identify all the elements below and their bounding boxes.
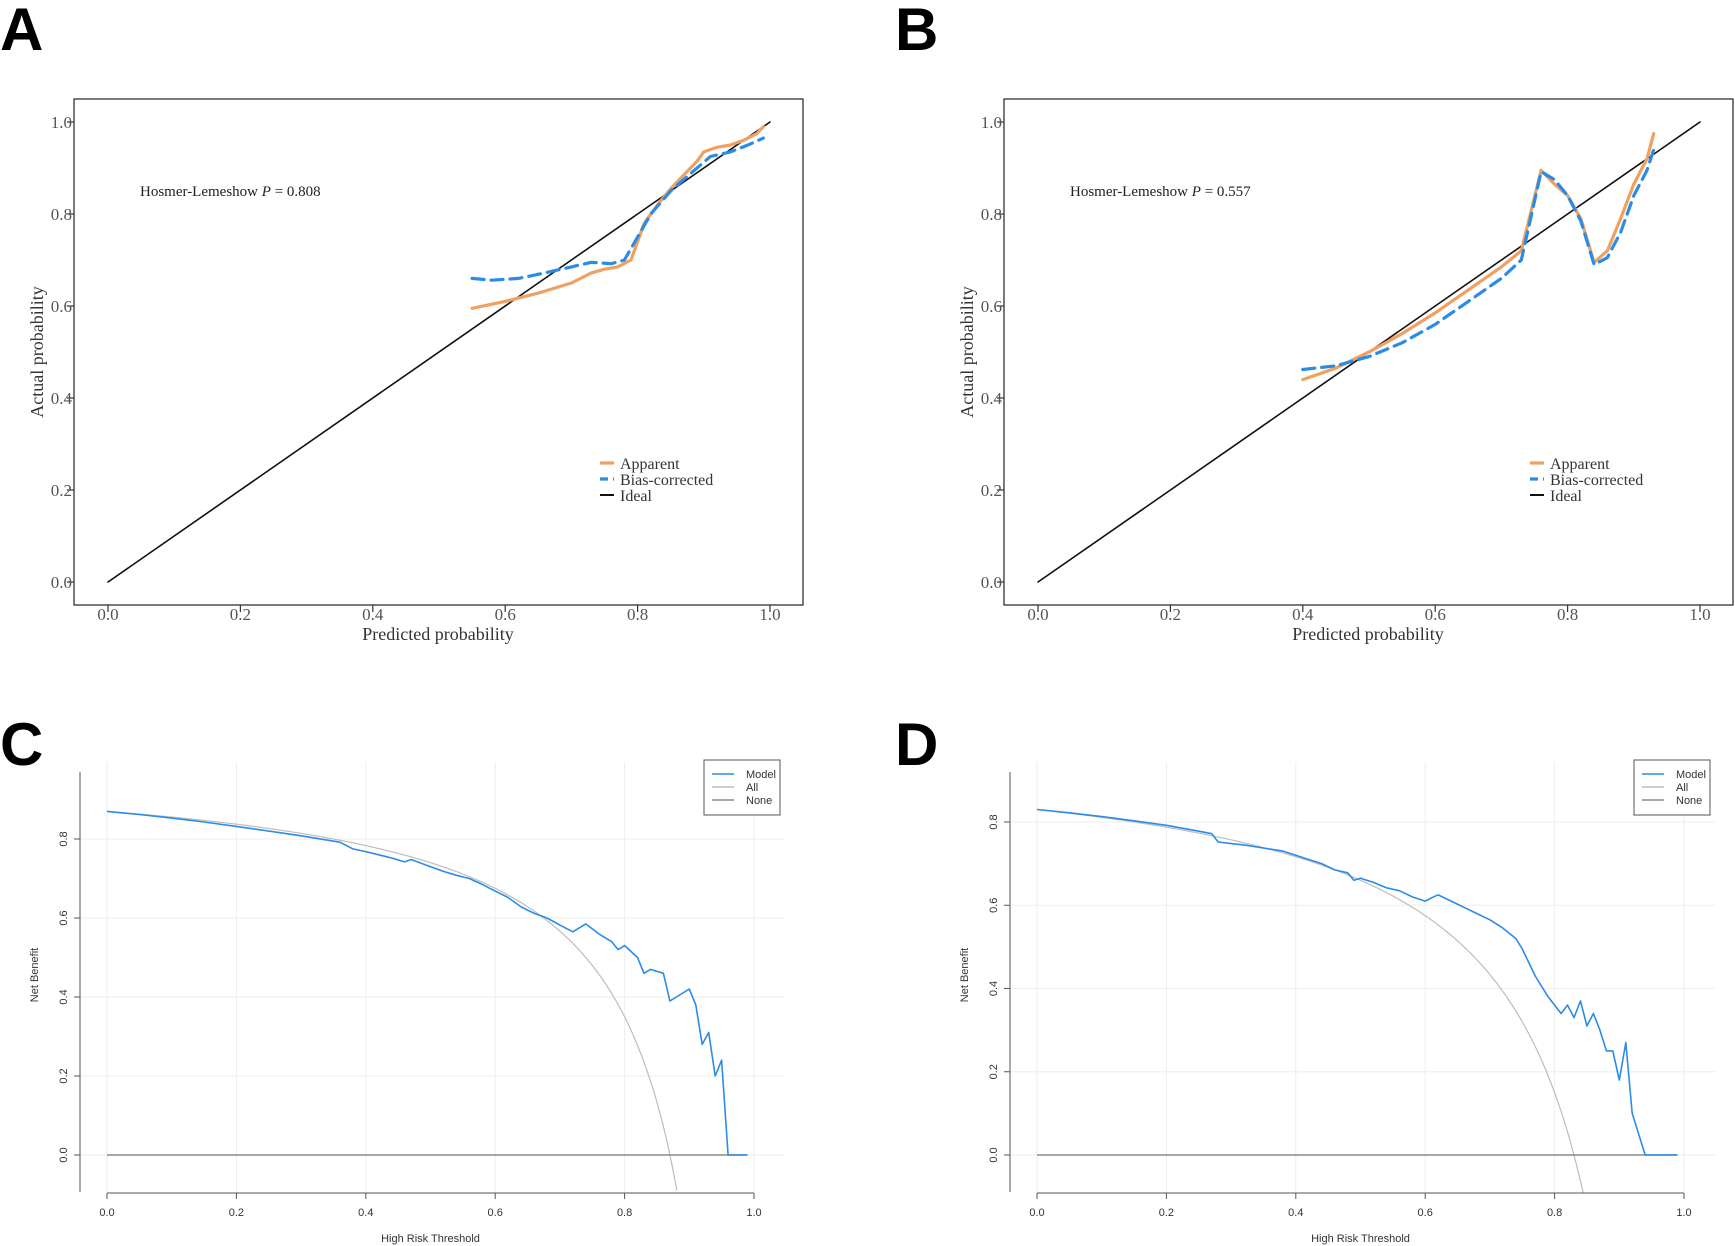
decision-curve-chart-c: 0.0 0.2 0.4 0.6 0.8 1.0 0.0 0.2 0.4 0.6 0.8 High Ri… (29, 759, 785, 1245)
hl-value: 0.557 (1217, 184, 1251, 200)
all-curve (106, 810, 678, 1191)
hosmer-lemeshow-annotation: Hosmer-Lemeshow P = 0.557 (1070, 184, 1251, 200)
y-tick-label: 0.8 (51, 205, 72, 224)
x-tick-label: 1.0 (1689, 605, 1710, 624)
x-axis-label: Predicted probability (1292, 624, 1443, 644)
x-tick-label: 0.0 (99, 1207, 114, 1219)
y-tick-label: 0.0 (981, 573, 1002, 592)
plot-frame (73, 98, 804, 606)
model-curve (106, 810, 748, 1156)
hl-eq: = (1201, 184, 1217, 200)
y-tick-label: 1.0 (51, 113, 72, 132)
x-axis-label: Predicted probability (362, 624, 513, 644)
y-tick-label: 0.6 (51, 297, 72, 316)
y-axis-label: Actual probability (27, 286, 47, 417)
y-axis-label: Actual probability (957, 286, 977, 417)
y-tick-label: 0.4 (51, 389, 73, 408)
legend-model-label: Model (746, 769, 776, 781)
y-tick-label: 0.0 (988, 1147, 1000, 1162)
calibration-chart-b: 0.0 0.0 0.2 0.2 0.4 0.4 0.6 0.6 0.8 0.8 1.0 1.0 Pred… (957, 98, 1734, 644)
calibration-chart-a: 0.0 0.0 0.2 0.2 0.4 0.4 0.6 0.6 0.8 0.8 1.0 1.0 Pred… (27, 98, 804, 644)
panel-letter-d: D (895, 711, 938, 778)
legend-bias-corrected-label: Bias-corrected (620, 472, 713, 489)
apparent-line (1301, 131, 1656, 382)
y-tick-label: 0.6 (988, 898, 1000, 913)
legend-all-label: All (1676, 782, 1688, 794)
x-tick-label: 0.4 (1288, 1207, 1303, 1219)
legend-all-label: All (746, 782, 758, 794)
plot-frame (1003, 98, 1734, 606)
y-tick-label: 0.2 (981, 481, 1002, 500)
legend-none-label: None (1676, 795, 1702, 807)
hl-prefix: Hosmer-Lemeshow (140, 184, 262, 200)
x-tick-label: 0.0 (97, 605, 118, 624)
x-tick-label: 0.6 (488, 1207, 503, 1219)
bias-corrected-line (470, 136, 766, 282)
y-tick-label: 0.4 (988, 981, 1000, 996)
hl-eq: = (271, 184, 287, 200)
x-tick-label: 0.8 (627, 605, 648, 624)
hl-p-label: P (261, 184, 271, 200)
legend-ideal-label: Ideal (620, 488, 653, 505)
x-tick-label: 0.2 (1159, 1207, 1174, 1219)
hl-value: 0.808 (287, 184, 321, 200)
y-axis-label: Net Benefit (29, 948, 41, 1002)
y-tick-label: 0.4 (981, 389, 1003, 408)
y-tick-label: 0.6 (981, 297, 1002, 316)
x-tick-label: 0.2 (230, 605, 251, 624)
x-tick-label: 0.8 (1547, 1207, 1562, 1219)
all-curve (1036, 808, 1584, 1193)
y-tick-label: 0.6 (58, 910, 70, 925)
x-axis-label: High Risk Threshold (1311, 1233, 1410, 1245)
ideal-line (107, 121, 771, 583)
y-tick-label: 0.8 (58, 831, 70, 846)
x-tick-label: 0.2 (229, 1207, 244, 1219)
y-tick-label: 1.0 (981, 113, 1002, 132)
x-tick-label: 0.2 (1160, 605, 1181, 624)
x-tick-label: 1.0 (759, 605, 780, 624)
decision-curve-chart-d: 0.0 0.2 0.4 0.6 0.8 1.0 0.0 0.2 0.4 0.6 0.8 High Ri… (959, 759, 1715, 1245)
x-tick-label: 1.0 (746, 1207, 761, 1219)
x-tick-label: 1.0 (1676, 1207, 1691, 1219)
x-tick-label: 0.0 (1027, 605, 1048, 624)
y-tick-label: 0.0 (51, 573, 72, 592)
legend-none-label: None (746, 795, 772, 807)
y-tick-label: 0.0 (58, 1147, 70, 1162)
hl-p-label: P (1191, 184, 1201, 200)
panel-letter-c: C (0, 711, 43, 778)
x-axis-label: High Risk Threshold (381, 1233, 480, 1245)
y-axis-label: Net Benefit (959, 948, 971, 1002)
x-tick-label: 0.6 (495, 605, 516, 624)
apparent-line (470, 124, 766, 310)
y-tick-label: 0.4 (58, 989, 70, 1004)
legend-apparent-label: Apparent (620, 456, 680, 473)
x-tick-label: 0.4 (362, 605, 384, 624)
legend-bias-corrected-label: Bias-corrected (1550, 472, 1643, 489)
x-tick-label: 0.0 (1029, 1207, 1044, 1219)
x-tick-label: 0.4 (1292, 605, 1314, 624)
x-tick-label: 0.6 (1418, 1207, 1433, 1219)
x-tick-label: 0.8 (617, 1207, 632, 1219)
y-tick-label: 0.2 (51, 481, 72, 500)
y-tick-label: 0.2 (58, 1068, 70, 1083)
legend-ideal-label: Ideal (1550, 488, 1583, 505)
panel-letter-a: A (0, 0, 43, 63)
model-curve (1036, 808, 1678, 1156)
y-tick-label: 0.8 (981, 205, 1002, 224)
y-tick-label: 0.2 (988, 1064, 1000, 1079)
bias-corrected-line (1301, 148, 1656, 372)
hl-prefix: Hosmer-Lemeshow (1070, 184, 1192, 200)
y-tick-label: 0.8 (988, 814, 1000, 829)
hosmer-lemeshow-annotation: Hosmer-Lemeshow P = 0.808 (140, 184, 321, 200)
x-tick-label: 0.8 (1557, 605, 1578, 624)
legend-model-label: Model (1676, 769, 1706, 781)
legend-apparent-label: Apparent (1550, 456, 1610, 473)
panel-letter-b: B (895, 0, 938, 63)
x-tick-label: 0.6 (1425, 605, 1446, 624)
x-tick-label: 0.4 (358, 1207, 373, 1219)
